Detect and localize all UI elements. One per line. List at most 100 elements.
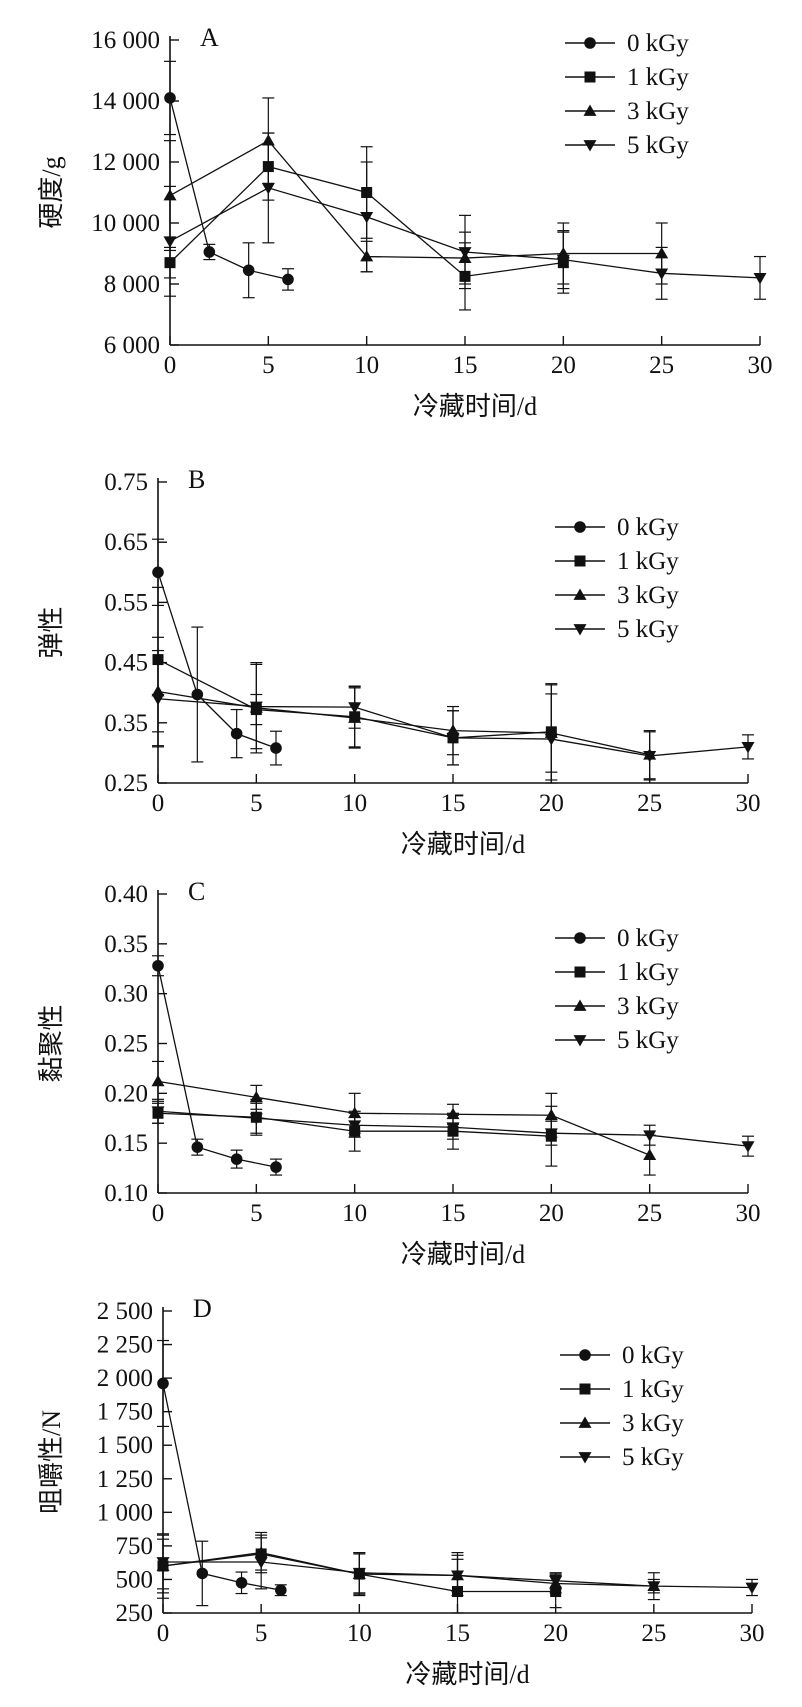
data-point (196, 1567, 209, 1580)
x-tick-label: 15 (441, 1200, 466, 1227)
chart-panel-a: 0 5 10 15 20 25 30 6 000 8 000 10 000 12 000 14 000… (37, 23, 773, 421)
x-tick-label: 0 (157, 1620, 170, 1647)
data-point (270, 742, 282, 754)
y-axis-title: 弹性 (37, 606, 66, 658)
x-tick-label: 15 (453, 352, 478, 379)
legend-label: 3 kGy (617, 582, 679, 609)
data-point (446, 732, 460, 745)
data-point (549, 1575, 563, 1588)
series-0-kgy (152, 955, 282, 1176)
series-0-kgy (164, 60, 294, 299)
legend-item: 0 kGy (555, 514, 679, 541)
x-tick-label: 15 (441, 790, 466, 817)
x-tick-label: 25 (641, 1620, 666, 1647)
series-1-kgy (152, 586, 558, 781)
data-point (152, 959, 164, 972)
y-tick-label: 0.25 (104, 1031, 148, 1058)
x-tick-label: 5 (262, 352, 275, 379)
panel-letter: C (188, 877, 205, 906)
x-tick-label: 25 (637, 790, 662, 817)
series-3-kgy (163, 97, 669, 285)
x-tick-label: 10 (347, 1620, 372, 1647)
x-tick-label: 0 (164, 352, 177, 379)
y-axis-title: 黏聚性 (37, 1004, 66, 1082)
legend-marker (573, 1035, 587, 1047)
data-point (446, 1107, 460, 1120)
data-point (348, 1106, 362, 1119)
chart-panel-c: 0 5 10 15 20 25 30 0.10 0.15 0.20 0.25 0.30 0.35 0.40… (37, 877, 761, 1269)
legend: 0 kGy 1 kGy 3 kGy 5 kGy (560, 1342, 684, 1471)
data-point (249, 1090, 263, 1103)
legend-item: 0 kGy (560, 1342, 684, 1369)
data-point (249, 701, 263, 714)
data-point (348, 702, 362, 714)
legend-marker (573, 588, 587, 600)
y-tick-label: 0.30 (104, 981, 148, 1008)
data-point (242, 264, 255, 277)
data-point (275, 1584, 287, 1596)
y-axis-title: 咀嚼性/N (37, 1410, 66, 1514)
x-tick-label: 0 (152, 1200, 165, 1227)
data-point (643, 751, 657, 763)
panel-letter: A (200, 23, 219, 52)
legend-label: 0 kGy (627, 30, 689, 57)
legend: 0 kGy 1 kGy 3 kGy 5 kGy (555, 925, 679, 1054)
y-tick-label: 10 000 (91, 210, 160, 237)
legend-item: 1 kGy (555, 959, 679, 986)
y-tick-label: 6 000 (104, 332, 160, 359)
legend-label: 0 kGy (617, 514, 679, 541)
series-line (169, 97, 289, 281)
y-tick-label: 1 250 (97, 1466, 153, 1493)
x-tick-label: 5 (250, 1200, 263, 1227)
legend-item: 5 kGy (555, 616, 679, 643)
series-5-kgy (163, 132, 767, 300)
y-tick-label: 0.55 (104, 589, 148, 616)
y-tick-label: 16 000 (91, 27, 160, 54)
legend-label: 0 kGy (622, 1342, 684, 1369)
data-point (230, 727, 243, 740)
data-point (643, 1130, 657, 1142)
legend: 0 kGy 1 kGy 3 kGy 5 kGy (565, 30, 689, 159)
data-point (348, 1120, 362, 1132)
x-tick-label: 30 (740, 1620, 765, 1647)
data-point (458, 247, 472, 259)
x-tick-label: 30 (736, 790, 761, 817)
y-tick-label: 250 (116, 1600, 154, 1627)
legend-marker (574, 521, 586, 533)
legend-item: 0 kGy (565, 30, 689, 57)
y-tick-label: 0.25 (104, 770, 148, 797)
y-tick-label: 2 000 (97, 1365, 153, 1392)
y-tick-label: 0.35 (104, 710, 148, 737)
legend-item: 1 kGy (555, 548, 679, 575)
legend-item: 3 kGy (565, 98, 689, 125)
legend-marker (578, 1452, 592, 1464)
data-point (544, 1108, 558, 1121)
data-point (151, 1074, 165, 1087)
data-point (544, 734, 558, 746)
x-tick-label: 20 (539, 790, 564, 817)
chart-panel-b: 0 5 10 15 20 25 30 0.25 0.35 0.45 0.55 0.65 0.75 B 冷藏时… (37, 465, 761, 859)
y-tick-label: 0.40 (104, 881, 148, 908)
series-0-kgy (157, 1339, 287, 1607)
x-tick-label: 10 (354, 352, 379, 379)
legend-marker (574, 555, 586, 567)
data-point (261, 183, 275, 195)
legend-item: 3 kGy (560, 1410, 684, 1437)
y-tick-label: 2 500 (97, 1298, 153, 1325)
data-point (282, 273, 294, 286)
y-tick-label: 14 000 (91, 88, 160, 115)
x-tick-label: 20 (543, 1620, 568, 1647)
data-point (360, 212, 374, 224)
y-tick-label: 0.20 (104, 1080, 148, 1107)
data-point (157, 1377, 169, 1390)
legend-marker (579, 1349, 591, 1361)
data-point (556, 254, 570, 267)
chart-panel-d: 0 5 10 15 20 25 30 250 500 750 1 000 1 250 1 500 1 75… (37, 1294, 765, 1689)
series-5-kgy (151, 1098, 755, 1157)
x-axis-title: 冷藏时间/d (401, 1240, 525, 1269)
x-tick-label: 5 (250, 790, 263, 817)
series-0-kgy (152, 538, 282, 766)
data-point (152, 566, 164, 579)
y-axis-title: 硬度/g (37, 156, 66, 228)
